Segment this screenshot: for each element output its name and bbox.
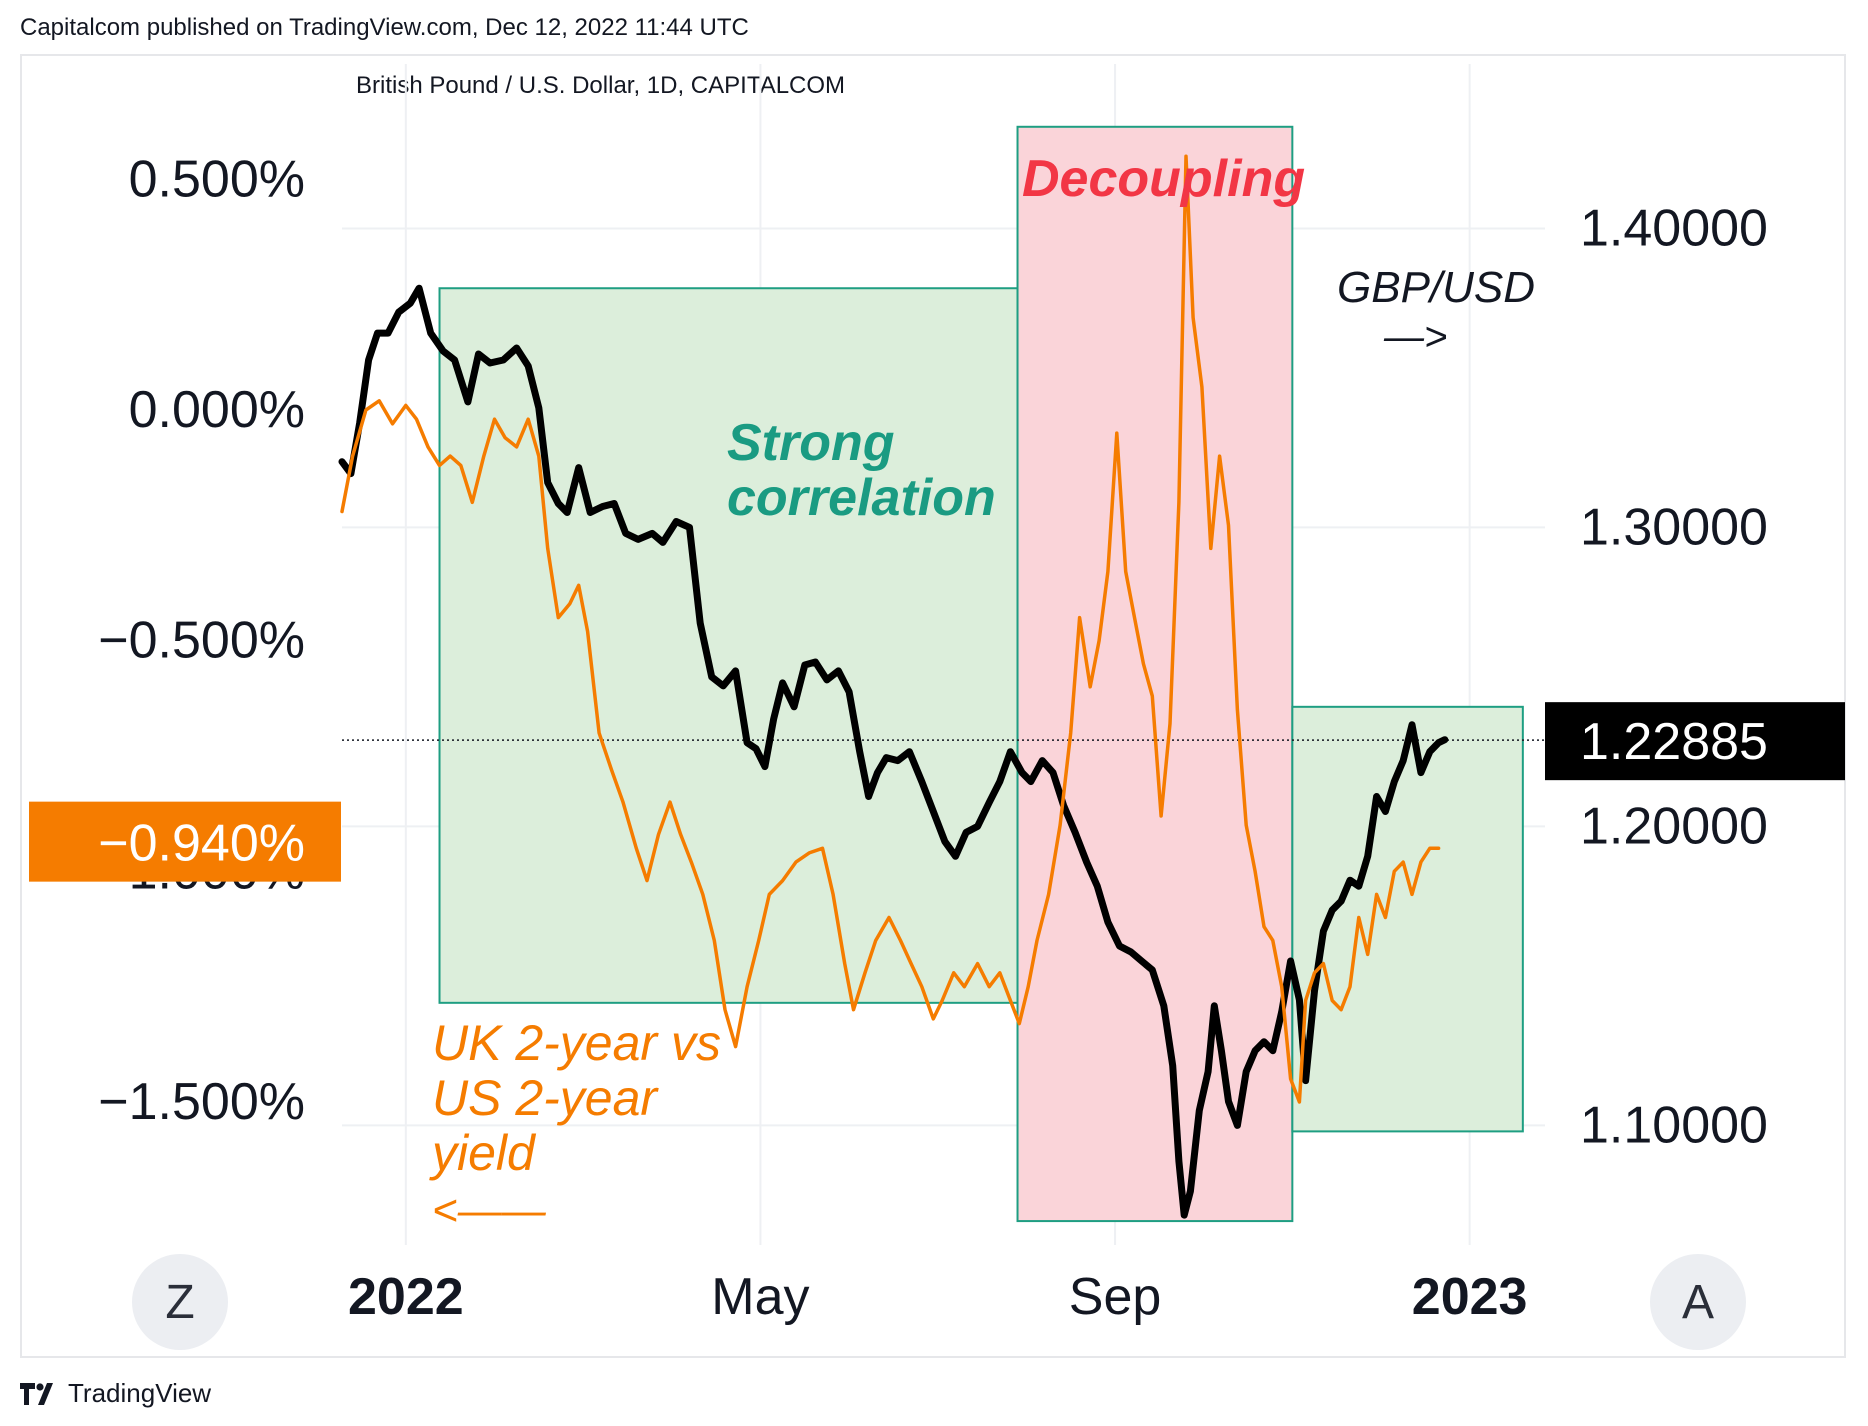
- strong-label-1: Strong: [727, 414, 895, 472]
- left-axis-tick: 0.000%: [129, 381, 305, 439]
- uk-yield-label-1: UK 2-year vs: [432, 1015, 721, 1071]
- left-axis-tick: −0.500%: [98, 612, 305, 670]
- yield-spread-line: [340, 154, 1441, 1104]
- strong-label-2: correlation: [727, 469, 996, 527]
- x-axis-tick: 2022: [348, 1268, 464, 1326]
- gbp-usd-arrow: —>: [1383, 315, 1447, 359]
- x-axis-tick: Sep: [1069, 1268, 1162, 1326]
- right-axis-tick: 1.40000: [1580, 199, 1768, 257]
- left-current-badge: [29, 801, 341, 882]
- uk-yield-label-2: US 2-year: [432, 1070, 659, 1126]
- x-axis-tick: May: [711, 1268, 809, 1326]
- right-axis-tick: 1.20000: [1580, 797, 1768, 855]
- region-decoupling: [1016, 125, 1294, 1223]
- tradingview-logo-icon: [20, 1382, 53, 1405]
- publisher-line: Capitalcom published on TradingView.com,…: [20, 14, 749, 41]
- x-axis-tick: 2023: [1412, 1268, 1528, 1326]
- uk-yield-arrow: <——: [432, 1186, 547, 1235]
- region-strong-correlation: [438, 287, 1019, 1004]
- left-axis-tick: −1.500%: [98, 1073, 305, 1131]
- right-current-value: 1.22885: [1580, 713, 1768, 771]
- series-lines: [338, 154, 1560, 1219]
- right-current-badge: [1545, 702, 1845, 781]
- left-current-value: −0.940%: [98, 815, 305, 873]
- symbol-title: British Pound / U.S. Dollar, 1D, CAPITAL…: [356, 72, 846, 99]
- decoupling-label: Decoupling: [1022, 150, 1305, 208]
- right-axis-tick: 1.10000: [1580, 1096, 1768, 1154]
- left-scale-button[interactable]: Z: [132, 1254, 228, 1350]
- left-axis-tick: 0.500%: [129, 150, 305, 208]
- gbp-usd-label: GBP/USD: [1337, 263, 1535, 312]
- gbpusd-line: [338, 284, 1449, 1219]
- tradingview-text: TradingView: [68, 1378, 212, 1408]
- tradingview-brand[interactable]: TradingView: [20, 1378, 211, 1409]
- right-axis-tick: 1.30000: [1580, 498, 1768, 556]
- axis-labels: 0.500%0.000%−0.500%−1.000%−1.500%1.40000…: [29, 150, 1845, 1326]
- uk-yield-label-3: yield: [429, 1125, 537, 1181]
- right-scale-button[interactable]: A: [1650, 1254, 1746, 1350]
